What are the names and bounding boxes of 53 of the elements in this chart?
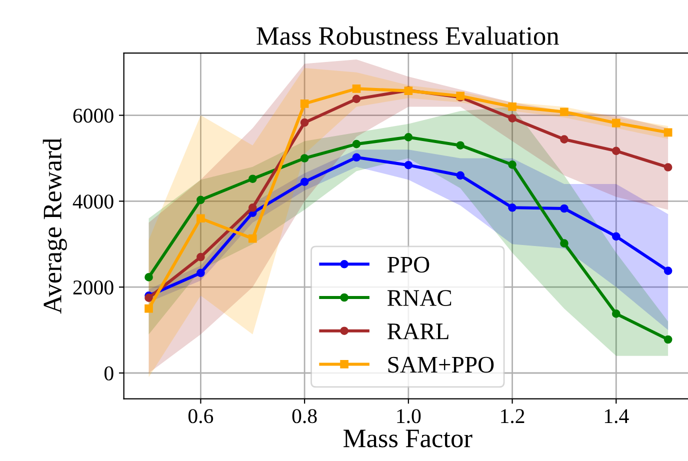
chart-title: Mass Robustness Evaluation bbox=[256, 26, 559, 45]
x-tick-label: 1.4 bbox=[604, 409, 629, 424]
point bbox=[300, 118, 309, 127]
point bbox=[508, 102, 516, 111]
point bbox=[196, 252, 205, 262]
y-tick-label: 2000 bbox=[73, 280, 114, 295]
x-tick-label: 0.8 bbox=[292, 409, 317, 424]
point bbox=[300, 100, 309, 108]
x-axis-title: Mass Factor bbox=[344, 430, 472, 448]
point bbox=[352, 153, 361, 162]
point bbox=[300, 154, 309, 162]
point bbox=[404, 160, 413, 170]
point bbox=[508, 160, 516, 169]
y-tick-label: 6000 bbox=[73, 108, 114, 123]
point bbox=[612, 146, 620, 156]
point bbox=[248, 234, 257, 243]
point bbox=[560, 135, 568, 144]
x-tick-label: 1.2 bbox=[501, 409, 524, 424]
point bbox=[664, 266, 672, 275]
point bbox=[664, 163, 672, 172]
point bbox=[352, 94, 361, 104]
legend-label: RARL bbox=[387, 324, 448, 340]
x-tick-label: 0.6 bbox=[188, 409, 214, 424]
x-tick-label: 1.0 bbox=[397, 409, 421, 424]
point bbox=[404, 133, 413, 142]
point bbox=[664, 335, 672, 344]
point bbox=[144, 304, 153, 313]
legend-label: PPO bbox=[387, 256, 430, 273]
legend-label: SAM+PPO bbox=[388, 356, 494, 373]
point bbox=[612, 310, 620, 318]
point bbox=[248, 174, 257, 184]
point bbox=[560, 204, 568, 213]
point bbox=[560, 239, 568, 248]
point bbox=[352, 140, 361, 148]
point bbox=[196, 214, 205, 223]
point bbox=[248, 203, 257, 212]
point bbox=[612, 118, 620, 128]
point bbox=[196, 268, 205, 278]
y-axis-title: Average Reward bbox=[42, 138, 67, 314]
point bbox=[456, 171, 465, 180]
y-tick-label: 4000 bbox=[72, 194, 114, 209]
point bbox=[508, 114, 516, 122]
point bbox=[144, 273, 153, 282]
point bbox=[352, 84, 361, 93]
point bbox=[300, 178, 309, 186]
point bbox=[560, 108, 568, 116]
point bbox=[196, 196, 205, 204]
point bbox=[612, 232, 620, 241]
point bbox=[456, 141, 465, 150]
legend-label: RNAC bbox=[387, 290, 452, 306]
point bbox=[508, 203, 516, 212]
y-tick-label: 0 bbox=[104, 366, 114, 380]
point bbox=[664, 128, 672, 137]
